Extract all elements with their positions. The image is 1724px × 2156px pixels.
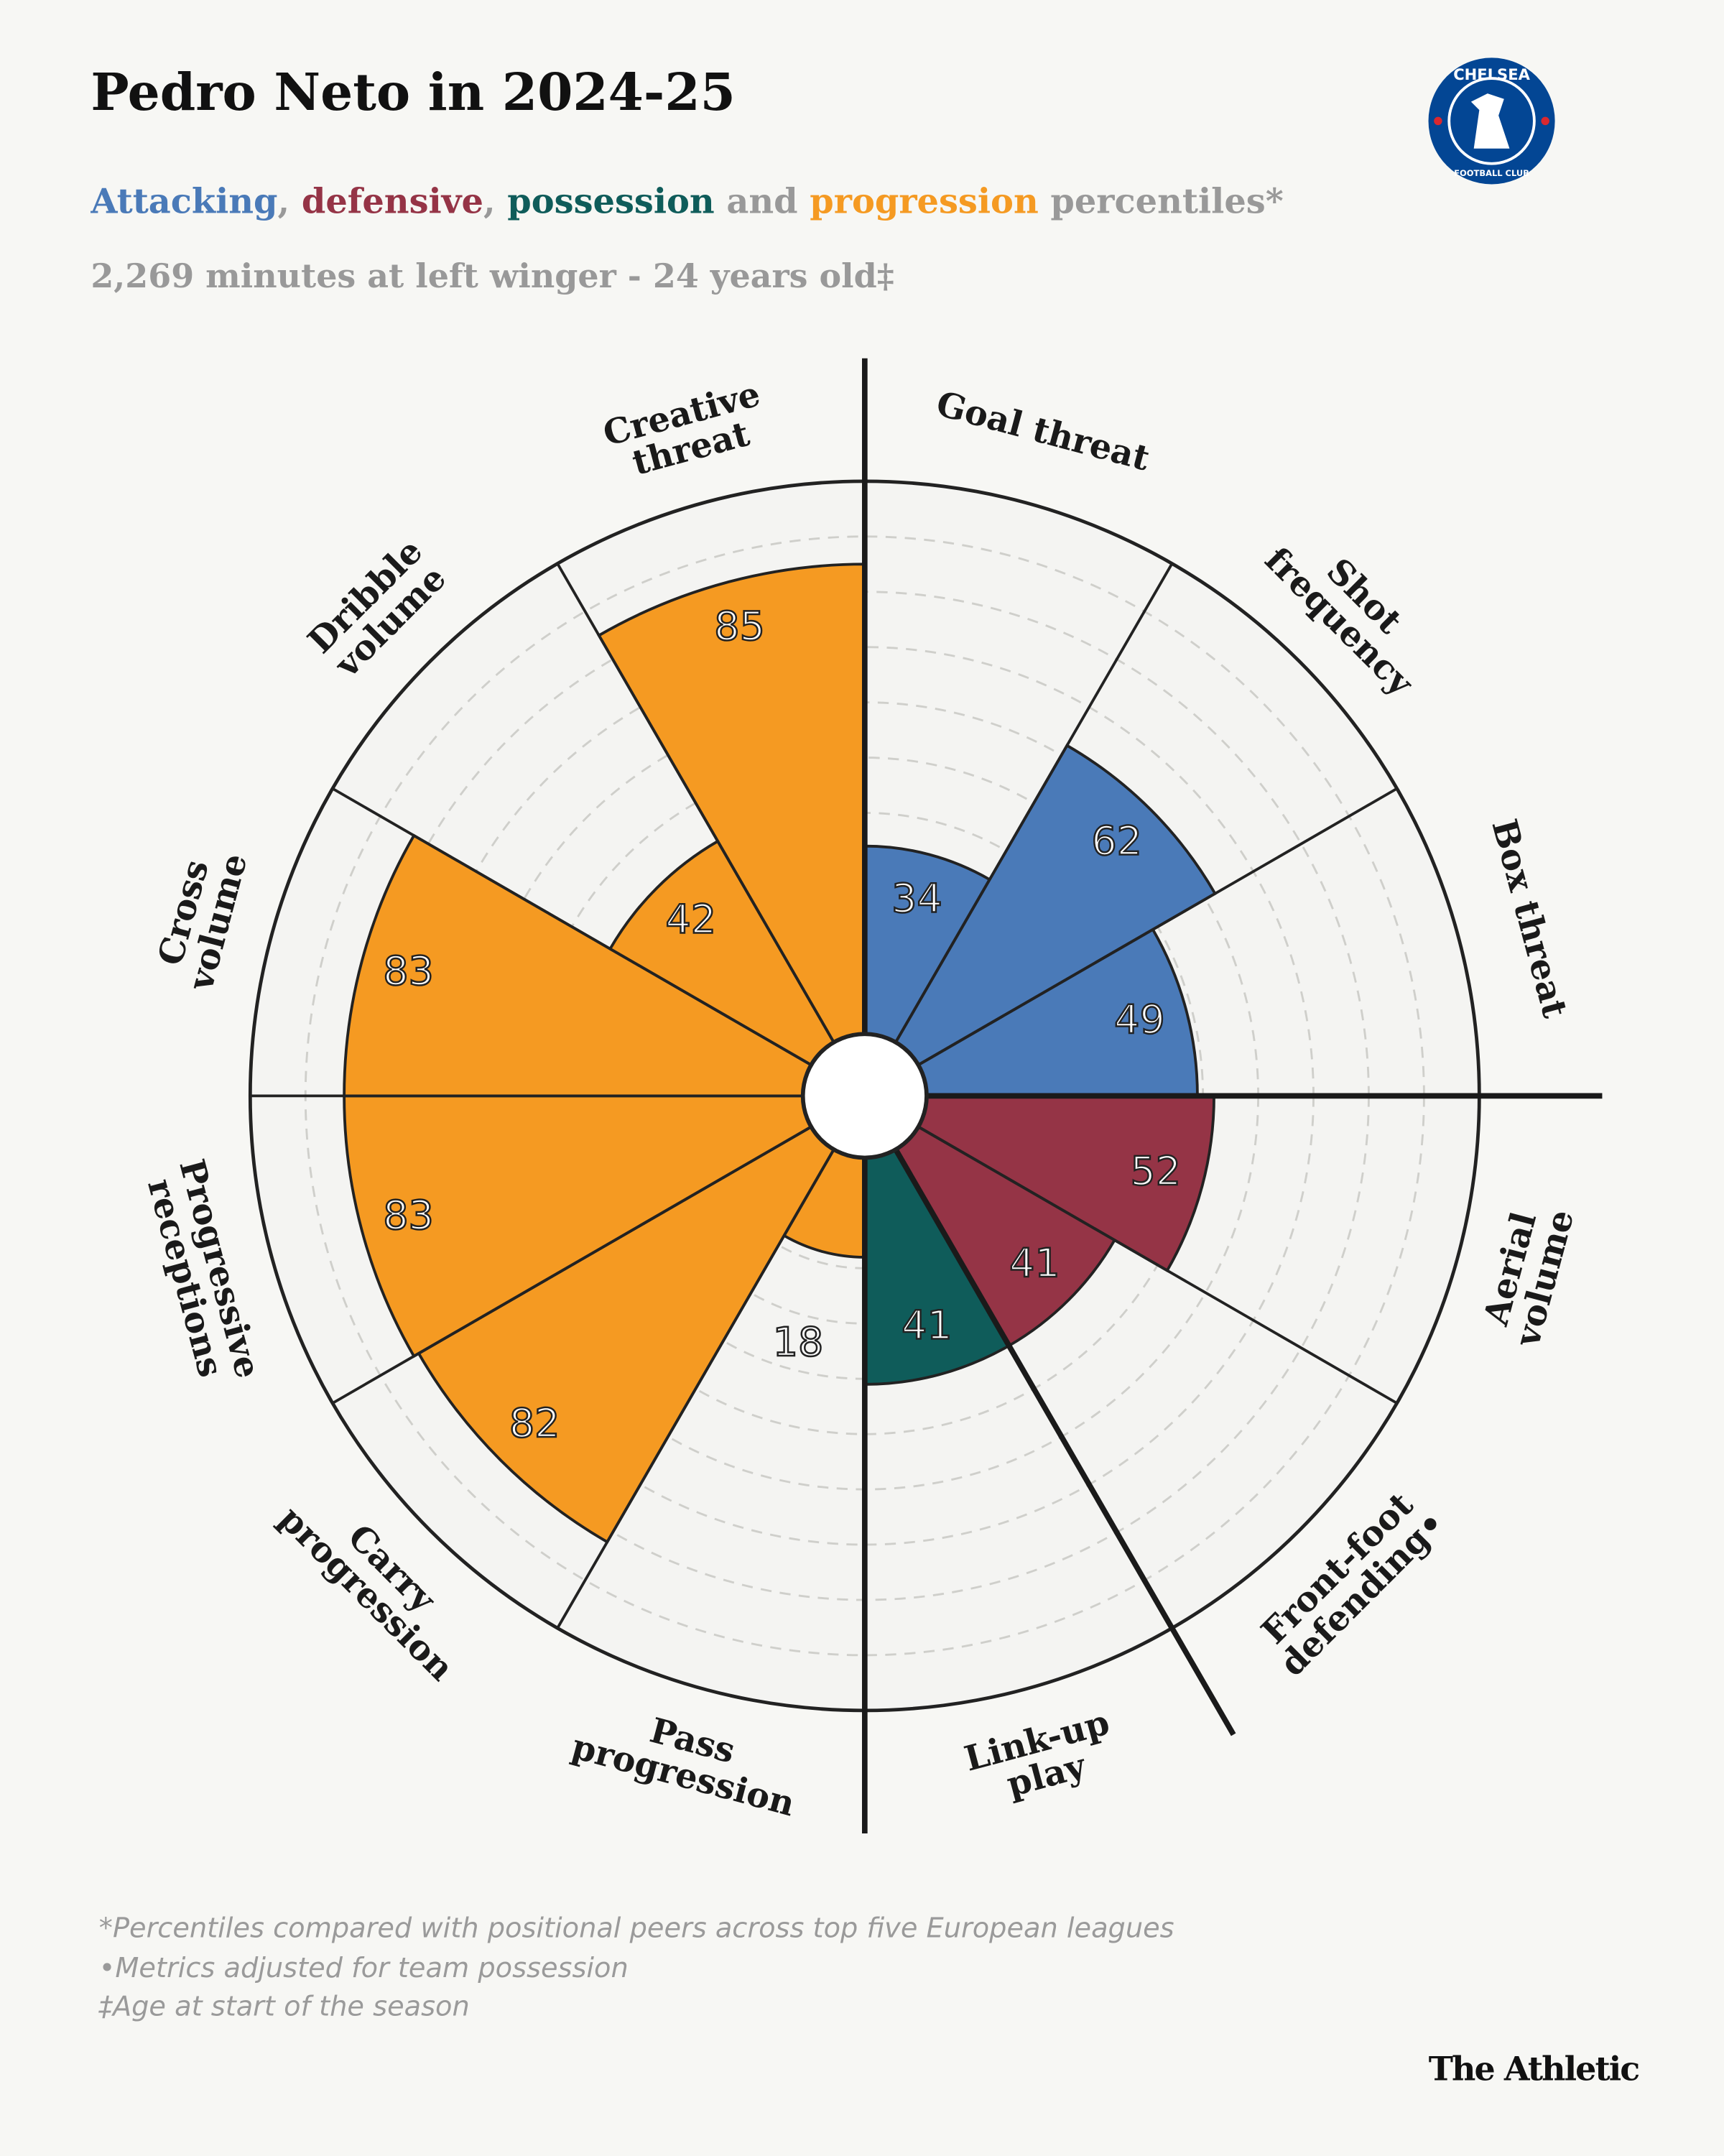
legend-entry: Attacking [91,181,278,222]
note: ‡Age at start of the season [98,1989,470,2023]
slice-divider [331,787,812,1066]
group-divider [893,1148,1236,1736]
value-label: 49 [1114,996,1165,1043]
value-label: 62 [1091,818,1142,865]
legend-entry: defensive [301,181,483,222]
subtitle-join: , [483,181,508,222]
badge: CHELSEA FOOTBALL CLUB [1428,57,1555,185]
slice-divider [894,563,1174,1043]
subtitle-join: and [714,181,810,222]
value-label: 83 [383,1193,434,1239]
brand: The Athletic [1428,2048,1640,2089]
value-label: 85 [714,603,765,649]
legend-entry: progression [810,181,1039,222]
info: 2,269 minutes at left winger - 24 years … [91,255,894,296]
value-label: 41 [902,1303,953,1349]
value-label: 42 [665,896,716,943]
badge-bottom: FOOTBALL CLUB [1454,168,1529,178]
value-label: 52 [1130,1148,1181,1195]
badge-lion [1470,93,1510,149]
title: Pedro Neto in 2024-25 [91,62,736,123]
hub [800,1032,929,1160]
badge-dot [1434,116,1442,126]
value-label: 34 [891,875,942,922]
value-label: 41 [1009,1240,1060,1287]
badge-top: CHELSEA [1453,65,1530,83]
subtitle-join: , [277,181,302,222]
note: •Metrics adjusted for team possession [98,1950,629,1984]
slice-divider [556,563,835,1043]
note: *Percentiles compared with positional pe… [98,1911,1174,1945]
value-label: 18 [773,1319,824,1366]
slice-divider [917,1125,1398,1405]
subtitle: Attacking, defensive, possession and pro… [91,182,1283,222]
legend-entry: possession [507,181,715,222]
slice-divider [331,1125,812,1405]
subtitle-join: percentiles* [1038,181,1284,222]
slice-divider [556,1148,835,1629]
slice-divider [917,787,1398,1066]
value-label: 82 [509,1400,560,1447]
plot: 34 62 49 52 41 41 18 82 83 83 42 85 [248,358,1603,1833]
badge-dot [1541,116,1549,126]
value-label: 83 [383,948,434,994]
